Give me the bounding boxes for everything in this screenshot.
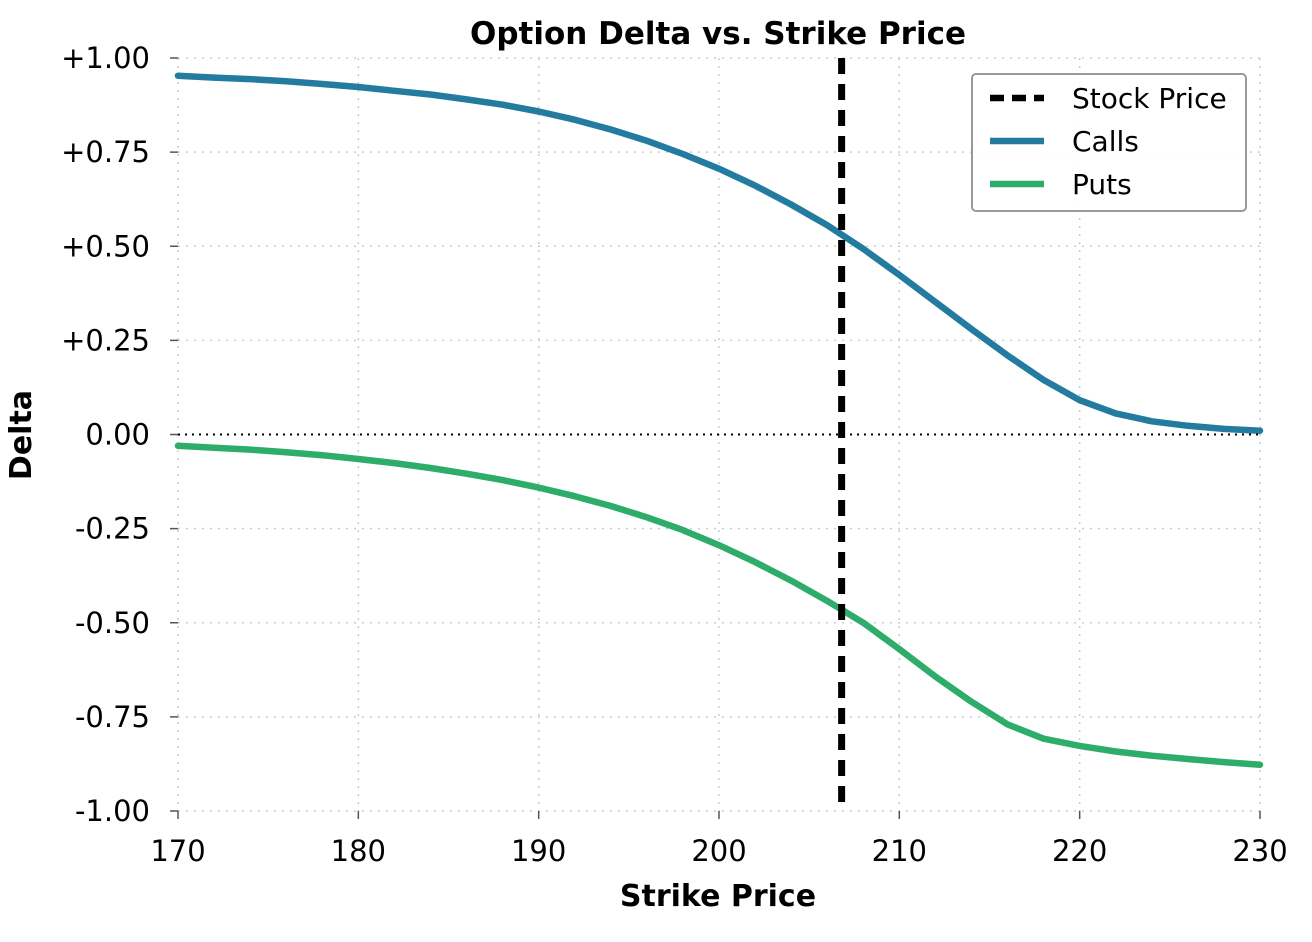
legend: Stock Price Calls Puts (971, 73, 1247, 212)
x-tick-label: 180 (331, 834, 386, 868)
series-line-calls (174, 72, 1264, 434)
y-tick-label: -0.50 (75, 606, 150, 640)
y-tick-label: +1.00 (61, 41, 150, 75)
series-line-puts (174, 442, 1264, 768)
x-tick-label: 220 (1052, 834, 1107, 868)
legend-label: Calls (1072, 125, 1139, 158)
axis-ticks: 170 180 190 200 210 220 230 +1.00 +0.75 +0.50 +0.2… (61, 41, 1288, 868)
y-tick-label: +0.75 (61, 135, 150, 169)
y-tick-label: +0.50 (61, 229, 150, 263)
reference-lines (178, 58, 1260, 811)
legend-box (971, 73, 1247, 212)
legend-label: Puts (1072, 168, 1132, 201)
chart-title: Option Delta vs. Strike Price (470, 16, 966, 52)
y-tick-label: +0.25 (61, 323, 150, 357)
y-tick-label: 0.00 (85, 418, 150, 452)
y-axis-label: Delta (4, 390, 39, 480)
x-tick-label: 210 (872, 834, 927, 868)
series-lines (174, 72, 1264, 768)
y-tick-label: -0.25 (75, 512, 150, 546)
legend-label: Stock Price (1072, 82, 1227, 115)
x-tick-label: 230 (1232, 834, 1287, 868)
y-tick-label: -1.00 (75, 794, 150, 828)
x-tick-label: 170 (150, 834, 205, 868)
y-tick-label: -0.75 (75, 700, 150, 734)
x-tick-label: 200 (691, 834, 746, 868)
x-axis-label: Strike Price (620, 879, 816, 914)
x-tick-label: 190 (511, 834, 566, 868)
